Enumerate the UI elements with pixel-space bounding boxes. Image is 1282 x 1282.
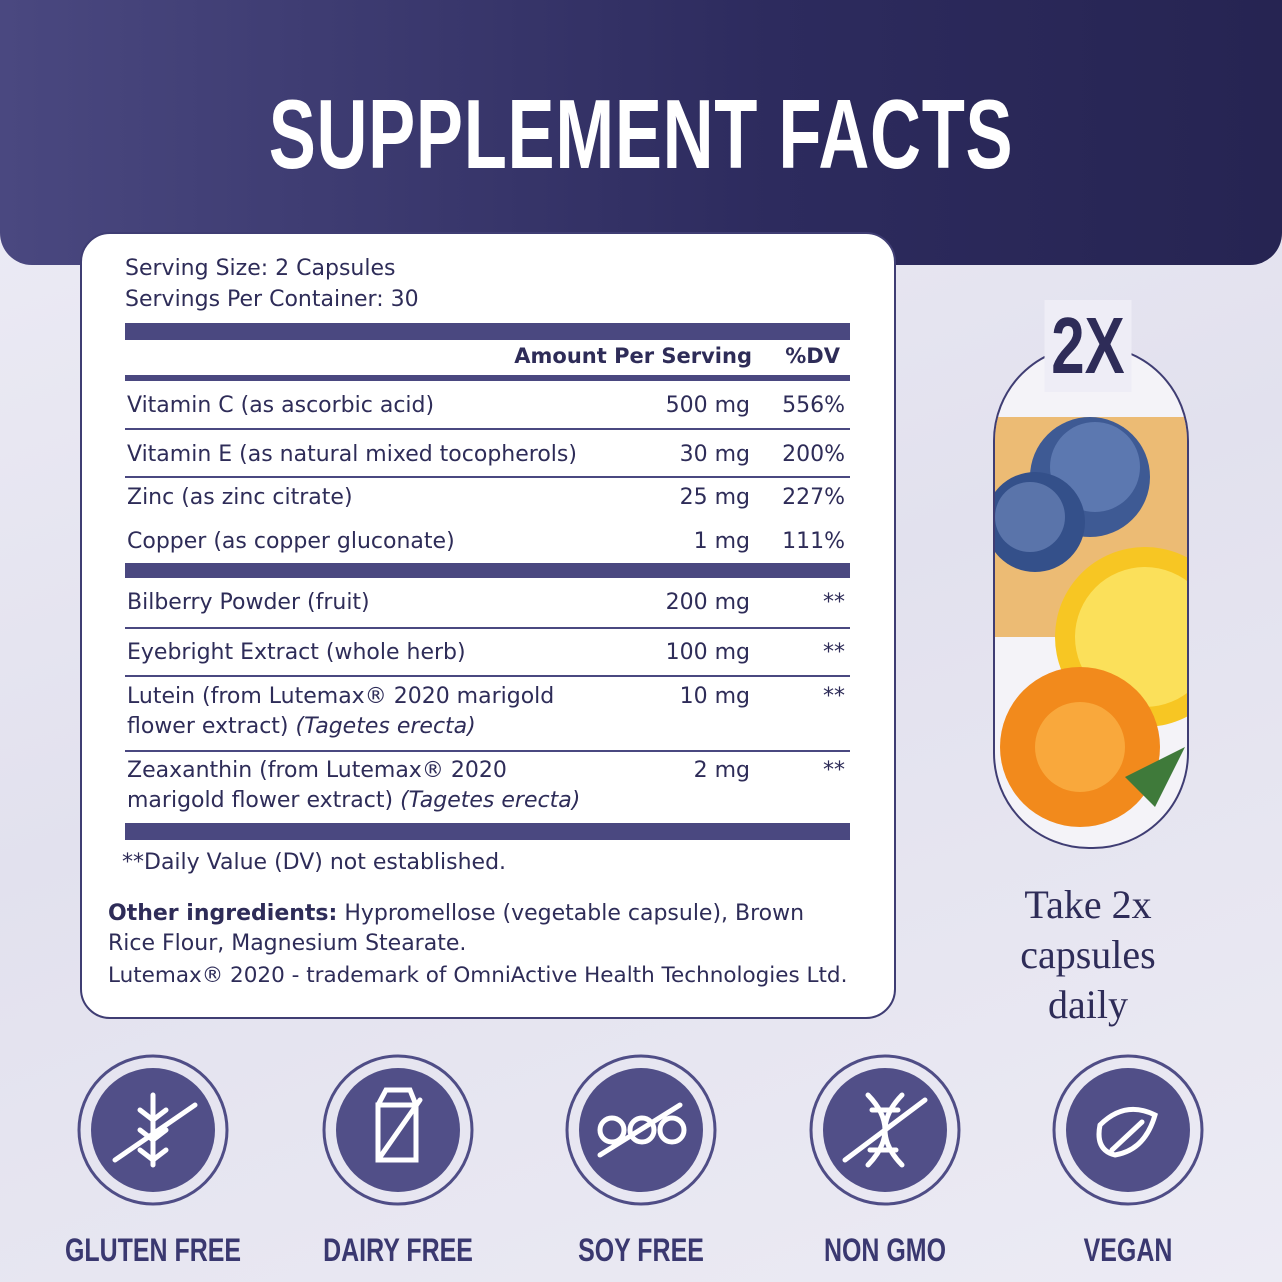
- bar: [125, 375, 850, 381]
- amount: 200 mg: [665, 590, 750, 615]
- latin-name: (Tagetes erecta): [295, 714, 476, 739]
- amount: 500 mg: [665, 393, 750, 418]
- row-divider: [125, 476, 850, 478]
- amount: 30 mg: [679, 442, 750, 467]
- amount: 2 mg: [693, 758, 750, 783]
- dv: 556%: [782, 393, 845, 418]
- badge-label: NON GMO: [823, 1232, 947, 1268]
- header-band: [0, 0, 1282, 265]
- ingredient-name: Bilberry Powder (fruit): [127, 588, 647, 618]
- name: Copper (as copper gluconate): [127, 529, 455, 554]
- amount: 1 mg: [693, 529, 750, 554]
- ingredient-name: Zinc (as zinc citrate): [127, 483, 647, 513]
- dv: **: [823, 758, 845, 783]
- badge-label: GLUTEN FREE: [64, 1232, 242, 1268]
- column-header: Amount Per Serving: [514, 344, 752, 368]
- row-divider: [125, 627, 850, 629]
- label: Other ingredients:: [108, 901, 338, 926]
- row-divider: [125, 428, 850, 430]
- ingredient-name: Lutein (from Lutemax® 2020 marigold flow…: [127, 682, 597, 742]
- dv: 200%: [782, 442, 845, 467]
- name: Bilberry Powder (fruit): [127, 590, 370, 615]
- footnote: **Daily Value (DV) not established.: [122, 850, 507, 875]
- ingredient-name: Eyebright Extract (whole herb): [127, 638, 647, 668]
- ingredient-name: Vitamin E (as natural mixed tocopherols): [127, 440, 647, 470]
- ingredient-name: Copper (as copper gluconate): [127, 527, 647, 557]
- thick-bar: [125, 563, 850, 578]
- amount: 10 mg: [679, 684, 750, 709]
- thick-bar: [125, 823, 850, 840]
- dosage-badge: 2X: [1044, 300, 1132, 392]
- text: Hypromellose (vegetable capsule), Brown …: [108, 901, 805, 956]
- fruit-illustration: [995, 417, 1187, 827]
- serving-size: Serving Size: 2 Capsules: [125, 256, 396, 281]
- name: Zeaxanthin (from Lutemax® 2020 marigold …: [127, 758, 507, 813]
- name: Eyebright Extract (whole herb): [127, 640, 466, 665]
- amount: 25 mg: [679, 485, 750, 510]
- servings-per-container: Servings Per Container: 30: [125, 287, 419, 312]
- badge-label: DAIRY FREE: [323, 1232, 473, 1268]
- other-ingredients: Other ingredients: Hypromellose (vegetab…: [108, 899, 848, 959]
- facts-card: [80, 232, 896, 1019]
- title: SUPPLEMENT FACTS: [268, 79, 1014, 189]
- row-divider: [125, 675, 850, 677]
- capsule-image: [993, 345, 1189, 849]
- amount: 100 mg: [665, 640, 750, 665]
- ingredient-name: Zeaxanthin (from Lutemax® 2020 marigold …: [127, 756, 597, 816]
- trademark: Lutemax® 2020 - trademark of OmniActive …: [108, 963, 848, 988]
- dv: 111%: [782, 529, 845, 554]
- latin-name: (Tagetes erecta): [400, 788, 581, 813]
- row-divider: [125, 750, 850, 752]
- dv: **: [823, 684, 845, 709]
- column-header: %DV: [785, 344, 840, 368]
- name: Zinc (as zinc citrate): [127, 485, 353, 510]
- thick-bar: [125, 323, 850, 340]
- badge-label: SOY FREE: [578, 1232, 704, 1268]
- dv: **: [823, 640, 845, 665]
- name: Vitamin E (as natural mixed tocopherols): [127, 442, 577, 467]
- ingredient-name: Vitamin C (as ascorbic acid): [127, 391, 647, 421]
- dosage-text: Take 2x capsules daily: [1020, 882, 1156, 1027]
- name: Lutein (from Lutemax® 2020 marigold flow…: [127, 684, 555, 739]
- name: Vitamin C (as ascorbic acid): [127, 393, 435, 418]
- dv: 227%: [782, 485, 845, 510]
- dv: **: [823, 590, 845, 615]
- badge-label: VEGAN: [1083, 1232, 1173, 1268]
